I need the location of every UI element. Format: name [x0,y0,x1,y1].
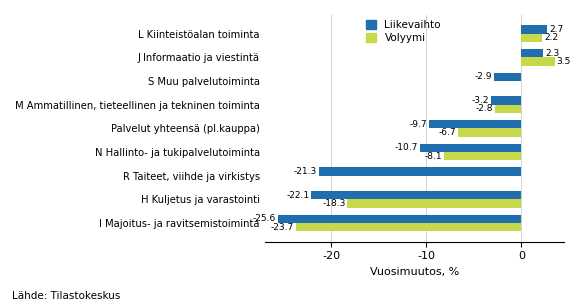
Text: -9.7: -9.7 [410,120,427,129]
Bar [491,96,521,105]
Bar [444,152,521,160]
Bar [347,199,521,208]
Bar [319,167,521,176]
Bar [278,215,521,223]
Text: -2.9: -2.9 [474,72,492,81]
Bar [521,25,547,33]
Text: 2.7: 2.7 [549,25,563,34]
Text: -18.3: -18.3 [322,199,346,208]
Text: -25.6: -25.6 [253,214,276,223]
Bar [495,105,521,113]
Text: -23.7: -23.7 [271,223,294,232]
Text: 2.3: 2.3 [545,49,559,58]
Text: -10.7: -10.7 [395,143,418,152]
Bar [311,191,521,199]
Bar [457,128,521,136]
Bar [494,73,521,81]
Bar [429,120,521,128]
X-axis label: Vuosimuutos, %: Vuosimuutos, % [370,267,459,277]
Legend: Liikevaihto, Volyymi: Liikevaihto, Volyymi [365,20,441,43]
Bar [521,49,543,57]
Text: -6.7: -6.7 [438,128,456,137]
Bar [420,144,521,152]
Text: 3.5: 3.5 [556,57,571,66]
Text: -2.8: -2.8 [475,104,493,113]
Text: -8.1: -8.1 [425,152,442,161]
Text: -22.1: -22.1 [286,191,310,200]
Bar [521,57,555,66]
Text: 2.2: 2.2 [544,33,558,42]
Text: -21.3: -21.3 [294,167,317,176]
Bar [296,223,521,231]
Text: -3.2: -3.2 [471,96,489,105]
Text: Lähde: Tilastokeskus: Lähde: Tilastokeskus [12,291,120,301]
Bar [521,33,542,42]
